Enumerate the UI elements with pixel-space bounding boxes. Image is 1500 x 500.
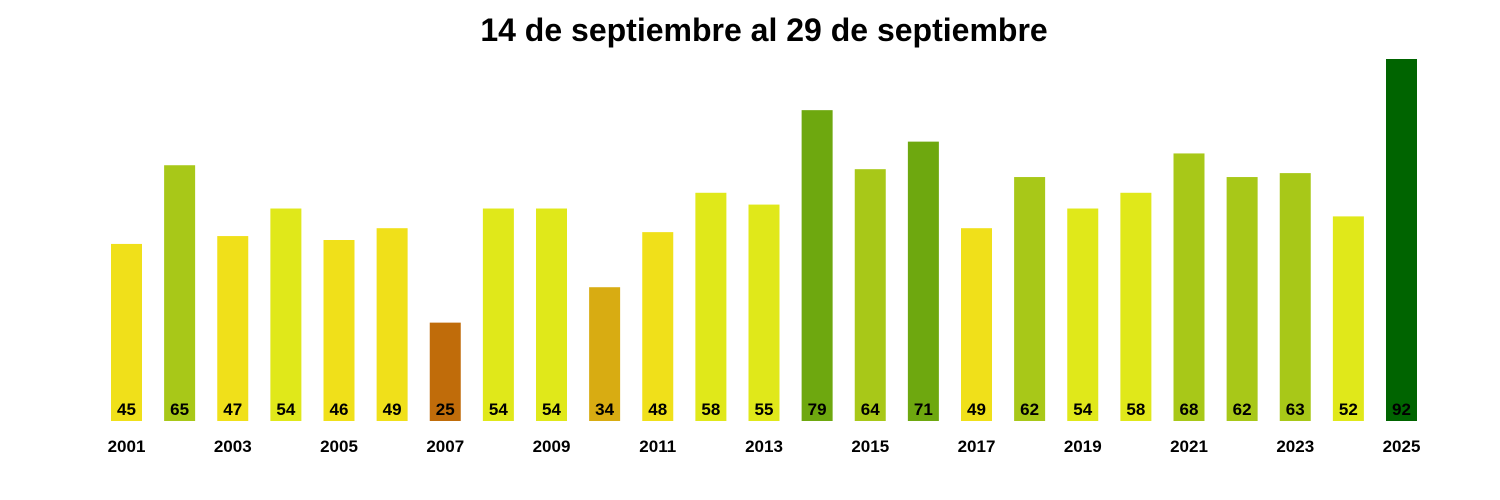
value-label: 48 xyxy=(648,400,667,419)
value-label: 68 xyxy=(1180,400,1199,419)
bar-2024 xyxy=(1332,216,1364,421)
value-label: 62 xyxy=(1233,400,1252,419)
value-label: 55 xyxy=(755,400,774,419)
bar-2021 xyxy=(1173,153,1205,421)
x-tick-label: 2011 xyxy=(639,437,676,456)
value-label: 65 xyxy=(170,400,189,419)
bar-2022 xyxy=(1226,177,1258,421)
bar-2003 xyxy=(217,236,249,421)
x-tick-label: 2019 xyxy=(1064,437,1102,456)
value-label: 34 xyxy=(595,400,614,419)
value-label: 71 xyxy=(914,400,933,419)
bar-2002 xyxy=(164,165,196,421)
bar-2004 xyxy=(270,208,302,421)
bar-2015 xyxy=(854,169,886,421)
x-tick-label: 2021 xyxy=(1170,437,1208,456)
x-tick-label: 2015 xyxy=(851,437,889,456)
bar-2014 xyxy=(801,110,833,422)
bar-2010 xyxy=(589,287,621,421)
x-tick-label: 2025 xyxy=(1383,437,1421,456)
x-tick-label: 2009 xyxy=(533,437,571,456)
value-label: 58 xyxy=(701,400,720,419)
bar-2009 xyxy=(536,208,567,421)
bar-2007 xyxy=(429,322,461,421)
value-label: 64 xyxy=(861,400,880,419)
x-tick-label: 2023 xyxy=(1276,437,1314,456)
value-label: 92 xyxy=(1392,400,1411,419)
bar-2023 xyxy=(1279,173,1311,421)
value-label: 79 xyxy=(808,400,827,419)
value-label: 46 xyxy=(330,400,349,419)
bar-2008 xyxy=(482,208,514,421)
value-label: 49 xyxy=(967,400,986,419)
value-label: 54 xyxy=(276,400,295,419)
bar-2019 xyxy=(1067,208,1099,421)
x-tick-label: 2017 xyxy=(958,437,996,456)
bar-2012 xyxy=(695,192,727,421)
bar-2018 xyxy=(1014,177,1046,421)
bar-2017 xyxy=(961,228,992,421)
bar-2006 xyxy=(376,228,408,421)
bar-2016 xyxy=(907,141,939,421)
x-tick-label: 2005 xyxy=(320,437,358,456)
value-label: 45 xyxy=(117,400,136,419)
bar-2005 xyxy=(323,240,355,421)
x-tick-label: 2003 xyxy=(214,437,252,456)
x-tick-label: 2013 xyxy=(745,437,783,456)
bar-2001 xyxy=(111,243,142,421)
value-label: 54 xyxy=(542,400,561,419)
chart-title: 14 de septiembre al 29 de septiembre xyxy=(480,12,1048,48)
bar-2025 xyxy=(1386,59,1417,421)
value-label: 63 xyxy=(1286,400,1305,419)
x-tick-label: 2001 xyxy=(108,437,146,456)
value-label: 58 xyxy=(1126,400,1145,419)
value-label: 25 xyxy=(436,400,455,419)
value-label: 49 xyxy=(383,400,402,419)
value-label: 54 xyxy=(1073,400,1092,419)
value-label: 54 xyxy=(489,400,508,419)
x-tick-label: 2007 xyxy=(426,437,464,456)
value-label: 52 xyxy=(1339,400,1358,419)
bar-2013 xyxy=(748,204,780,421)
bar-2020 xyxy=(1120,192,1152,421)
value-label: 62 xyxy=(1020,400,1039,419)
bar-2011 xyxy=(642,232,674,421)
value-label: 47 xyxy=(223,400,242,419)
